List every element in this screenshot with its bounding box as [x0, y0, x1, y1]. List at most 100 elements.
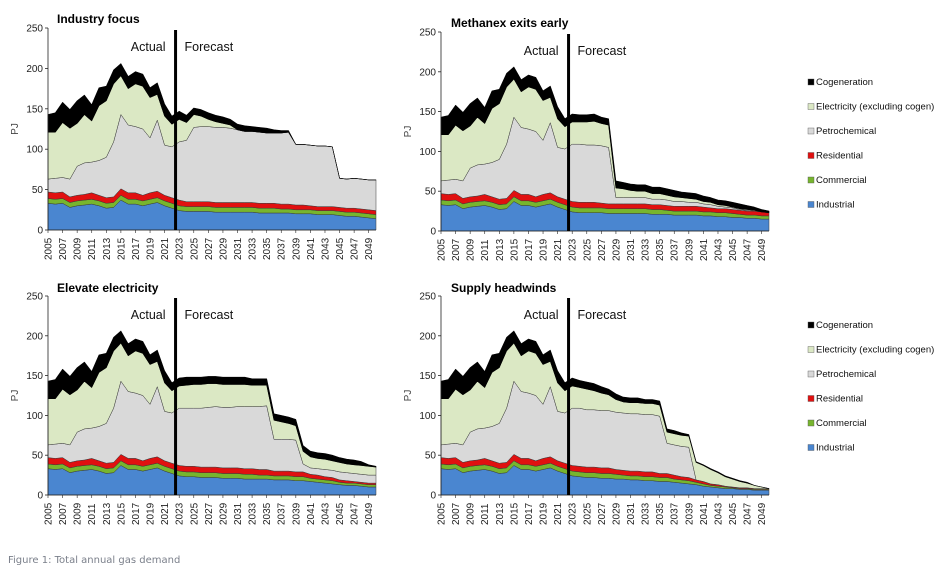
x-tick-label: 2049 [364, 502, 375, 525]
legend-label-petrochemical: Petrochemical [816, 126, 876, 137]
x-tick-label: 2019 [539, 238, 550, 261]
x-tick-label: 2027 [204, 502, 215, 525]
y-tick-label: 150 [419, 107, 436, 118]
x-tick-label: 2023 [568, 238, 579, 261]
legend: Cogeneration Electricity (excluding cogen… [807, 320, 934, 454]
legend-label-commercial: Commercial [816, 175, 867, 186]
legend-label-petrochemical: Petrochemical [816, 369, 876, 380]
x-tick-label: 2019 [146, 237, 157, 260]
x-tick-label: 2049 [364, 237, 375, 260]
area-series-cogeneration [440, 330, 770, 489]
y-tick-label: 0 [37, 226, 43, 237]
x-tick-label: 2041 [699, 238, 710, 261]
legend-label-industrial: Industrial [816, 200, 855, 211]
y-tick-label: 50 [425, 187, 437, 198]
y-tick-label: 100 [419, 411, 436, 422]
x-tick-label: 2037 [277, 237, 288, 260]
x-tick-label: 2047 [743, 238, 754, 261]
x-tick-label: 2007 [58, 502, 69, 525]
x-tick-label: 2011 [87, 238, 98, 260]
y-tick-label: 50 [32, 451, 44, 462]
y-tick-label: 150 [26, 371, 43, 382]
legend: Cogeneration Electricity (excluding cogen… [807, 77, 934, 211]
x-tick-label: 2035 [262, 502, 273, 525]
legend-swatch-electricity-excluding-cogen [807, 346, 815, 353]
x-tick-label: 2037 [277, 502, 288, 525]
legend-label-commercial: Commercial [816, 418, 867, 429]
x-tick-label: 2043 [713, 238, 724, 261]
x-tick-label: 2043 [320, 237, 331, 260]
legend-swatch-cogeneration [807, 321, 815, 329]
area-series-cogeneration [47, 330, 377, 468]
forecast-label: Forecast [185, 308, 234, 322]
y-tick-label: 200 [419, 331, 436, 342]
x-tick-label: 2039 [291, 502, 302, 525]
x-tick-label: 2035 [262, 237, 273, 260]
y-tick-label: 0 [430, 227, 436, 238]
x-tick-label: 2025 [582, 502, 593, 525]
y-axis-label: PJ [403, 126, 414, 138]
x-tick-label: 2021 [160, 502, 171, 525]
x-tick-label: 2045 [728, 502, 739, 525]
chart-panel-industry-focus: Industry focus 0 50 100 150 200 250 PJ 2005 2007 2… [10, 12, 377, 260]
x-tick-label: 2005 [44, 502, 55, 525]
chart-title: Industry focus [57, 12, 140, 26]
legend-swatch-electricity-excluding-cogen [807, 103, 815, 110]
legend-swatch-industrial [807, 444, 815, 451]
y-tick-label: 200 [26, 331, 43, 342]
legend-label-industrial: Industrial [816, 443, 855, 454]
x-tick-label: 2043 [713, 502, 724, 525]
chart-title: Methanex exits early [451, 16, 569, 30]
x-tick-label: 2025 [189, 237, 200, 260]
x-tick-label: 2039 [684, 502, 695, 525]
x-tick-label: 2009 [466, 238, 477, 261]
legend-label-cogeneration: Cogeneration [816, 320, 873, 331]
x-tick-label: 2047 [743, 502, 754, 525]
x-tick-label: 2045 [728, 238, 739, 261]
x-tick-label: 2033 [641, 502, 652, 525]
y-tick-label: 100 [419, 147, 436, 158]
x-tick-label: 2037 [670, 238, 681, 261]
legend-swatch-residential [807, 395, 815, 402]
x-tick-label: 2019 [146, 502, 157, 525]
legend-swatch-commercial [807, 176, 815, 184]
legend-swatch-petrochemical [807, 370, 815, 378]
x-tick-label: 2041 [306, 502, 317, 525]
x-tick-label: 2015 [509, 502, 520, 525]
x-tick-label: 2031 [626, 238, 637, 261]
x-tick-label: 2029 [611, 502, 622, 525]
x-tick-label: 2005 [437, 238, 448, 261]
x-tick-label: 2017 [131, 502, 142, 525]
y-tick-label: 0 [430, 491, 436, 502]
x-tick-label: 2019 [539, 502, 550, 525]
x-tick-label: 2009 [73, 502, 84, 525]
x-tick-label: 2045 [335, 237, 346, 260]
chart-panel-methanex-exits-early: Methanex exits early 0 50 100 150 200 250 PJ 200… [403, 16, 934, 261]
legend-swatch-petrochemical [807, 127, 815, 135]
x-tick-label: 2045 [335, 502, 346, 525]
x-tick-label: 2029 [611, 238, 622, 261]
x-tick-label: 2007 [451, 238, 462, 261]
legend-label-electricity-excluding-cogen: Electricity (excluding cogen) [816, 345, 934, 356]
y-tick-label: 100 [26, 145, 43, 156]
y-axis-label: PJ [403, 390, 414, 402]
legend-label-residential: Residential [816, 394, 863, 405]
actual-label: Actual [131, 308, 166, 322]
figure-caption: Figure 1: Total annual gas demand [8, 555, 181, 566]
legend-swatch-industrial [807, 201, 815, 208]
x-tick-label: 2009 [466, 502, 477, 525]
x-tick-label: 2039 [684, 238, 695, 261]
x-tick-label: 2035 [655, 238, 666, 261]
x-tick-label: 2029 [218, 502, 229, 525]
x-tick-label: 2013 [102, 237, 113, 260]
x-tick-label: 2041 [699, 502, 710, 525]
x-tick-label: 2033 [248, 502, 259, 525]
legend-label-cogeneration: Cogeneration [816, 77, 873, 88]
x-tick-label: 2015 [116, 237, 127, 260]
y-tick-label: 50 [32, 185, 44, 196]
x-tick-label: 2049 [757, 502, 768, 525]
x-tick-label: 2011 [87, 503, 98, 525]
x-tick-label: 2023 [568, 502, 579, 525]
